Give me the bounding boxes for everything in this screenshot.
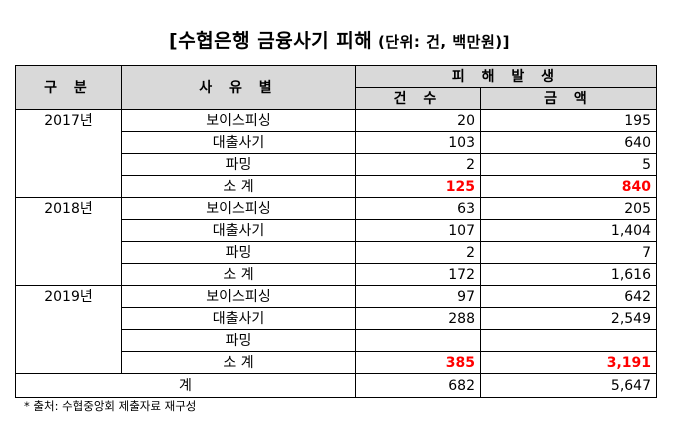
header-amount: 금 액 [480, 87, 657, 110]
amount-cell: 5 [480, 153, 657, 176]
amount-cell: 2,549 [480, 307, 657, 330]
reason-cell: 보이스피싱 [121, 197, 356, 220]
total-amount: 5,647 [480, 373, 657, 398]
reason-cell: 대출사기 [121, 219, 356, 242]
count-cell: 63 [355, 197, 481, 220]
count-cell: 2 [355, 241, 481, 264]
header-damage: 피 해 발 생 [355, 65, 657, 88]
table-row: 대출사기 103 640 [15, 131, 657, 154]
header-reason: 사 유 별 [121, 65, 356, 110]
table-row: 소 계 385 3,191 [15, 351, 657, 374]
year-cell [15, 219, 122, 242]
year-cell [15, 153, 122, 176]
year-cell [15, 131, 122, 154]
document-title: [수협은행 금융사기 피해 (단위: 건, 백만원)] [0, 26, 679, 53]
amount-cell: 840 [480, 175, 657, 198]
count-cell: 97 [355, 285, 481, 308]
reason-cell: 대출사기 [121, 131, 356, 154]
count-cell: 107 [355, 219, 481, 242]
year-cell: 2017년 [15, 109, 122, 132]
header-category: 구 분 [15, 65, 122, 110]
header-count: 건 수 [355, 87, 481, 110]
year-cell [15, 241, 122, 264]
reason-cell: 파밍 [121, 329, 356, 352]
count-cell: 288 [355, 307, 481, 330]
table-row: 파밍 [15, 329, 657, 352]
amount-cell: 642 [480, 285, 657, 308]
table-row: 2018년 보이스피싱 63 205 [15, 197, 657, 220]
reason-cell: 소 계 [121, 175, 356, 198]
reason-cell: 보이스피싱 [121, 109, 356, 132]
table-row: 2019년 보이스피싱 97 642 [15, 285, 657, 308]
year-cell: 2019년 [15, 285, 122, 308]
amount-cell: 1,616 [480, 263, 657, 286]
amount-cell: 205 [480, 197, 657, 220]
amount-cell: 3,191 [480, 351, 657, 374]
reason-cell: 소 계 [121, 351, 356, 374]
amount-cell: 7 [480, 241, 657, 264]
count-cell: 125 [355, 175, 481, 198]
year-cell [15, 351, 122, 374]
table-row: 2017년 보이스피싱 20 195 [15, 109, 657, 132]
total-row: 계 682 5,647 [15, 373, 657, 398]
count-cell: 20 [355, 109, 481, 132]
table-row: 파밍 2 7 [15, 241, 657, 264]
source-note: * 출처: 수협중앙회 제출자료 재구성 [24, 399, 197, 413]
total-count: 682 [355, 373, 481, 398]
count-cell: 103 [355, 131, 481, 154]
reason-cell: 소 계 [121, 263, 356, 286]
reason-cell: 파밍 [121, 241, 356, 264]
year-cell [15, 307, 122, 330]
table-row: 대출사기 107 1,404 [15, 219, 657, 242]
title-text: [수협은행 금융사기 피해 [169, 30, 373, 52]
amount-cell: 1,404 [480, 219, 657, 242]
count-cell: 172 [355, 263, 481, 286]
table-row: 소 계 172 1,616 [15, 263, 657, 286]
count-cell: 2 [355, 153, 481, 176]
count-cell: 385 [355, 351, 481, 374]
table-row: 파밍 2 5 [15, 153, 657, 176]
table-row: 소 계 125 840 [15, 175, 657, 198]
count-cell [355, 329, 481, 352]
amount-cell: 195 [480, 109, 657, 132]
reason-cell: 보이스피싱 [121, 285, 356, 308]
amount-cell: 640 [480, 131, 657, 154]
year-cell: 2018년 [15, 197, 122, 220]
year-cell [15, 175, 122, 198]
unit-text: (단위: 건, 백만원)] [372, 33, 510, 51]
year-cell [15, 263, 122, 286]
amount-cell [480, 329, 657, 352]
total-label: 계 [15, 373, 356, 398]
table-row: 대출사기 288 2,549 [15, 307, 657, 330]
fraud-damage-table: 구 분 사 유 별 피 해 발 생 건 수 금 액 2017년 보이스피싱 20 19… [15, 65, 657, 398]
year-cell [15, 329, 122, 352]
reason-cell: 파밍 [121, 153, 356, 176]
reason-cell: 대출사기 [121, 307, 356, 330]
table-body: 2017년 보이스피싱 20 195 대출사기 103 640 파밍 2 5 소 계 125 840 20… [15, 109, 657, 374]
